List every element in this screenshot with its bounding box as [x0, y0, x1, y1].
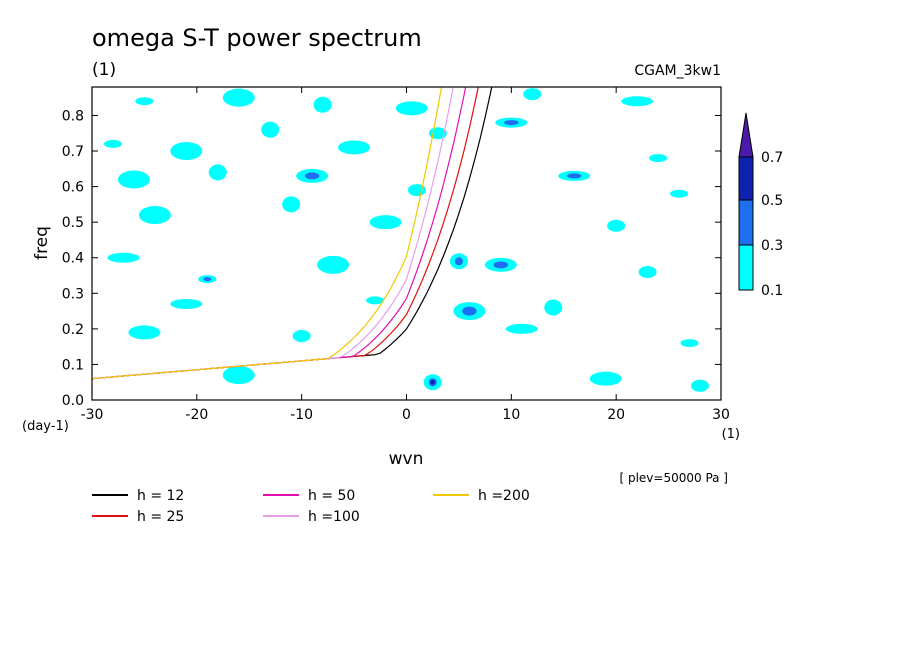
contour-patch: [282, 196, 301, 213]
contour-patch: [103, 139, 122, 148]
legend-label: h =200: [478, 488, 530, 504]
colorbar-extend-triangle: [738, 112, 754, 158]
y-tick-label: 0.1: [62, 357, 84, 373]
contour-patch: [649, 154, 668, 163]
contour-patch: [170, 142, 203, 161]
contour-patch-core: [462, 306, 477, 316]
legend-label: h = 50: [308, 488, 355, 504]
x-tick-label: 0: [402, 407, 411, 423]
y-tick-label: 0.3: [62, 286, 84, 302]
y-tick-label: 0.2: [62, 322, 84, 338]
contour-patch: [107, 252, 140, 263]
x-tick-label: 10: [502, 407, 520, 423]
contour-patch: [407, 184, 426, 197]
contour-patch: [261, 121, 280, 138]
legend: h = 12 h = 25 h = 50 h =100 h =200: [92, 488, 530, 525]
contour-patch: [292, 329, 311, 342]
x-tick-label: -30: [81, 407, 104, 423]
contour-patch-core: [304, 172, 320, 180]
y-tick-label: 0.8: [62, 108, 84, 124]
y-axis-label: freq: [32, 226, 52, 260]
colorbar-segment: [738, 244, 754, 291]
legend-label: h = 12: [137, 488, 184, 504]
contour-patch: [589, 371, 622, 386]
contour-patch: [138, 206, 171, 225]
y-tick-label: 0.5: [62, 215, 84, 231]
dataset-label: CGAM_3kw1: [634, 63, 721, 79]
units-label: (1): [92, 60, 116, 80]
contour-patch: [607, 219, 626, 232]
dispersion-curves: [92, 87, 493, 380]
colorbar-segment: [738, 156, 754, 201]
contour-patch: [317, 255, 350, 274]
x-tick-label: -10: [290, 407, 313, 423]
y-tick-label: 0.6: [62, 180, 84, 196]
contour-patch: [222, 88, 255, 107]
x-axis-label: wvn: [389, 449, 424, 469]
colorbar-segment: [738, 199, 754, 246]
x-tick-label: 20: [607, 407, 625, 423]
contour-patch-peak: [430, 379, 435, 385]
plot-area: [92, 87, 721, 400]
contour-patch: [135, 97, 154, 106]
contour-patch: [366, 296, 385, 305]
contour-patch: [523, 88, 542, 101]
contour-patch: [505, 323, 538, 334]
contour-patch-core: [203, 277, 212, 282]
x-tick-label: -20: [185, 407, 208, 423]
contour-patch: [369, 215, 402, 230]
contour-patch: [208, 164, 227, 181]
contour-patch-core: [504, 120, 519, 126]
contour-patch-core: [454, 257, 463, 266]
contour-patch: [128, 325, 161, 340]
contour-patch: [621, 96, 654, 107]
y-tick-label: 0.0: [62, 393, 84, 409]
colorbar-label: 0.5: [761, 193, 783, 209]
dispersion-curve-h200: [92, 87, 443, 380]
contour-patch: [170, 298, 203, 309]
contour-patch: [222, 366, 255, 385]
contour-fill-layer: [103, 88, 710, 392]
contour-patch-core: [567, 173, 582, 179]
colorbar-label: 0.1: [761, 283, 783, 299]
y-units-label: (day-1): [22, 419, 69, 434]
contour-patch: [691, 379, 710, 392]
contour-patch: [117, 170, 150, 189]
y-tick-label: 0.4: [62, 251, 84, 267]
legend-label: h = 25: [137, 509, 184, 525]
x-units-label: (1): [722, 427, 740, 442]
x-tick-label: 30: [712, 407, 730, 423]
contour-patch: [680, 339, 699, 348]
contour-patch: [313, 96, 332, 113]
chart-title: omega S-T power spectrum: [92, 24, 422, 52]
colorbar: 0.1 0.3 0.5 0.7: [738, 112, 783, 299]
contour-patch: [338, 140, 371, 155]
legend-label: h =100: [308, 509, 360, 525]
level-note: [ plev=50000 Pa ]: [619, 471, 728, 485]
contour-patch: [395, 101, 428, 116]
contour-patch: [670, 189, 689, 198]
contour-patch-core: [493, 261, 509, 269]
contour-patch: [544, 299, 563, 316]
y-tick-label: 0.7: [62, 144, 84, 160]
contour-patch: [638, 265, 657, 278]
axis-ticks: -30 -20 -10 0 10 20 30 0.0 0.1 0.2 0.3 0.4 0.5 0.6 0.7…: [62, 87, 730, 423]
colorbar-label: 0.7: [761, 150, 783, 166]
colorbar-label: 0.3: [761, 238, 783, 254]
